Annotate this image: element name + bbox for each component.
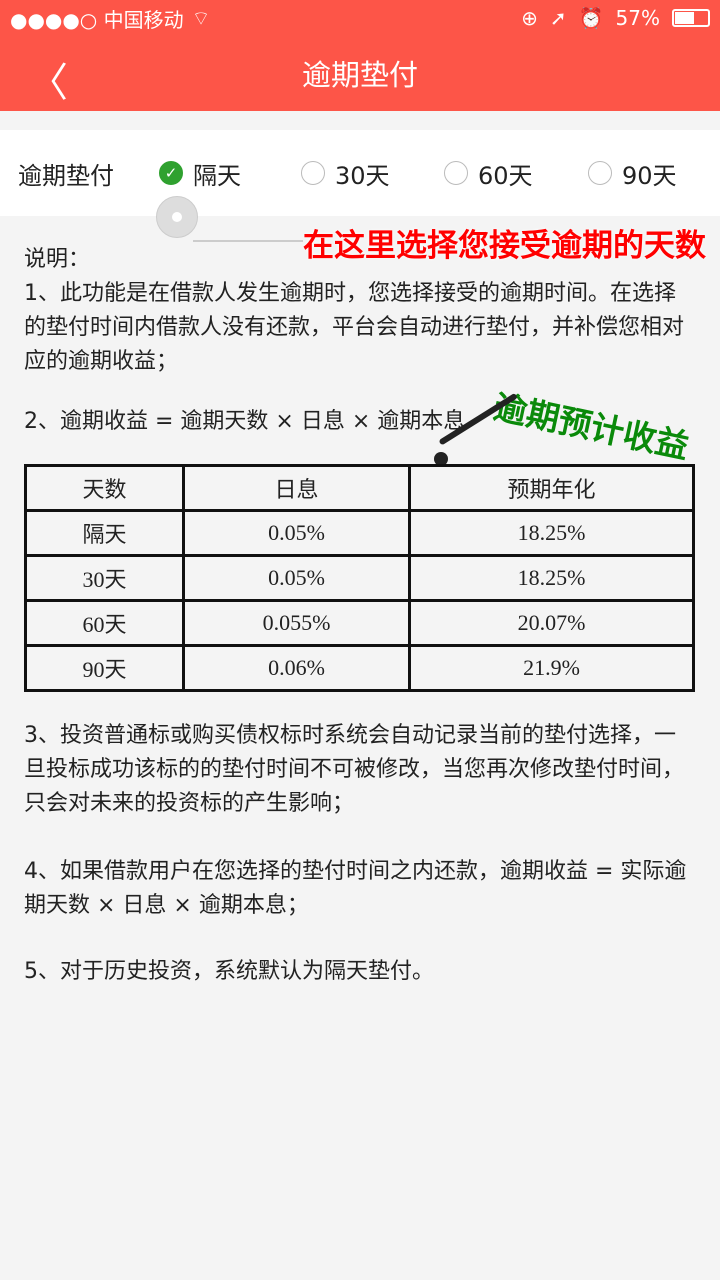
- alarm-icon: ⏰: [578, 6, 604, 30]
- rotation-lock-icon: ⊕: [521, 6, 538, 30]
- status-bar: ●●●●○ 中国移动 ⌔ ⊕ ➚ ⏰ 57%: [0, 0, 720, 36]
- table-row: 60天 0.055% 20.07%: [24, 599, 695, 647]
- battery-icon: [672, 9, 710, 27]
- cell: 18.25%: [408, 509, 695, 557]
- overdue-selector: 逾期垫付 ✓ 隔天 30天 60天 90天: [0, 130, 720, 216]
- header: ●●●●○ 中国移动 ⌔ ⊕ ➚ ⏰ 57% 〈 逾期垫付: [0, 0, 720, 111]
- check-icon: ✓: [159, 161, 183, 185]
- pointer-pin-icon: [156, 196, 198, 238]
- cell: 0.055%: [182, 599, 411, 647]
- header-cell: 预期年化: [408, 464, 695, 512]
- note-1: 1、此功能是在借款人发生逾期时，您选择接受的逾期时间。在选择的垫付时间内借款人没…: [24, 281, 685, 374]
- cell: 18.25%: [408, 554, 695, 602]
- note-2: 2、逾期收益 = 逾期天数 × 日息 × 逾期本息: [24, 409, 466, 434]
- battery-percent: 57%: [615, 6, 660, 30]
- table-row: 90天 0.06% 21.9%: [24, 644, 695, 692]
- cell: 隔天: [24, 509, 185, 557]
- cell: 0.05%: [182, 509, 411, 557]
- header-cell: 天数: [24, 464, 185, 512]
- radio-icon: [588, 161, 612, 185]
- income-hint-annotation: 逾期预计收益: [490, 386, 693, 467]
- cell: 21.9%: [408, 644, 695, 692]
- carrier: ●●●●○ 中国移动: [10, 7, 184, 32]
- note-4: 4、如果借款用户在您选择的垫付时间之内还款，逾期收益 = 实际逾期天数 × 日息…: [24, 859, 687, 918]
- note-5: 5、对于历史投资，系统默认为隔天垫付。: [24, 959, 434, 984]
- selector-label: 逾期垫付: [18, 161, 114, 190]
- pointer-line: [193, 240, 303, 242]
- cell: 0.05%: [182, 554, 411, 602]
- page-title: 逾期垫付: [301, 58, 418, 92]
- option-60[interactable]: 60天: [444, 156, 533, 191]
- cell: 30天: [24, 554, 185, 602]
- annotation-dot: [434, 452, 448, 466]
- cell: 0.06%: [182, 644, 411, 692]
- option-30[interactable]: 30天: [301, 156, 390, 191]
- location-icon: ➚: [549, 6, 567, 30]
- note-3: 3、投资普通标或购买债权标时系统会自动记录当前的垫付选择，一旦投标成功该标的的垫…: [24, 723, 685, 816]
- table-row: 30天 0.05% 18.25%: [24, 554, 695, 602]
- option-label: 60天: [478, 161, 533, 190]
- option-label: 90天: [622, 161, 677, 190]
- wifi-icon: ⌔: [191, 5, 211, 30]
- cell: 20.07%: [408, 599, 695, 647]
- option-90[interactable]: 90天: [588, 156, 677, 191]
- select-hint-annotation: 在这里选择您接受逾期的天数: [303, 228, 706, 264]
- table-header: 天数 日息 预期年化: [24, 464, 695, 512]
- notes-heading: 说明：: [24, 247, 91, 272]
- option-label: 30天: [335, 161, 390, 190]
- cell: 90天: [24, 644, 185, 692]
- header-cell: 日息: [182, 464, 411, 512]
- table-row: 隔天 0.05% 18.25%: [24, 509, 695, 557]
- cell: 60天: [24, 599, 185, 647]
- back-button[interactable]: 〈: [28, 60, 68, 106]
- radio-icon: [444, 161, 468, 185]
- option-next-day[interactable]: ✓ 隔天: [159, 156, 241, 191]
- rate-table: 天数 日息 预期年化 隔天 0.05% 18.25% 30天 0.05% 18.25% …: [24, 464, 695, 692]
- option-label: 隔天: [193, 161, 241, 190]
- radio-icon: [301, 161, 325, 185]
